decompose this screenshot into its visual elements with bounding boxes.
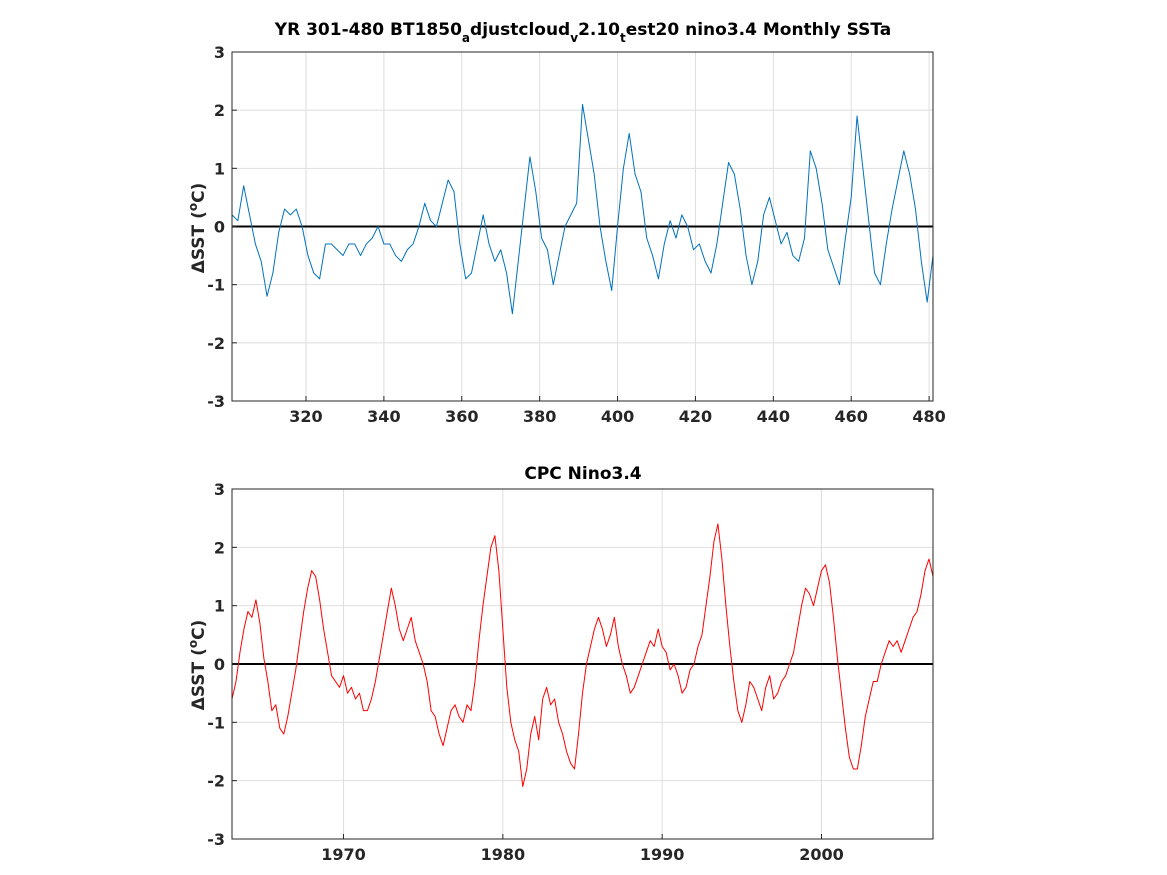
- y-tick-label: 2: [214, 538, 225, 557]
- y-tick-label: 2: [214, 101, 225, 120]
- y-tick-label: 0: [214, 655, 225, 674]
- top-x-ticks: 320 340 360 380 400 420 440 460 480: [289, 396, 946, 426]
- x-tick-label: 1980: [481, 845, 526, 864]
- x-tick-label: 420: [679, 407, 712, 426]
- x-tick-label: 340: [367, 407, 400, 426]
- x-tick-label: 320: [289, 407, 322, 426]
- x-tick-label: 2000: [799, 845, 844, 864]
- y-tick-label: 1: [214, 159, 225, 178]
- x-tick-label: 480: [912, 407, 945, 426]
- top-panel: YR 301-480 BT1850adjustcloudv2.10test20 …: [186, 20, 946, 426]
- x-tick-label: 380: [523, 407, 556, 426]
- x-tick-label: 1990: [640, 845, 685, 864]
- x-tick-label: 460: [835, 407, 868, 426]
- bottom-series-line: [231, 523, 934, 787]
- x-tick-label: 440: [757, 407, 790, 426]
- x-tick-label: 1970: [321, 845, 366, 864]
- bottom-y-axis-label: ΔSST (oC): [186, 620, 209, 711]
- y-tick-label: 3: [214, 43, 225, 62]
- y-tick-label: -1: [207, 713, 225, 732]
- top-series-line: [231, 103, 934, 315]
- y-tick-label: 0: [214, 218, 225, 237]
- top-y-ticks: -3 -2 -1 0 1 2 3: [207, 43, 237, 411]
- y-tick-label: -1: [207, 276, 225, 295]
- top-chart-title: YR 301-480 BT1850adjustcloudv2.10test20 …: [274, 20, 891, 45]
- x-tick-label: 400: [601, 407, 634, 426]
- bottom-y-ticks: -3 -2 -1 0 1 2 3: [207, 480, 237, 849]
- y-tick-label: -2: [207, 772, 225, 791]
- y-tick-label: -3: [207, 392, 225, 411]
- y-tick-label: -2: [207, 334, 225, 353]
- x-tick-label: 360: [445, 407, 478, 426]
- y-tick-label: 1: [214, 597, 225, 616]
- top-y-axis-label: ΔSST (oC): [186, 183, 209, 274]
- y-tick-label: -3: [207, 830, 225, 849]
- bottom-panel: CPC Nino3.4 1970 1980 1990 2000 -3-2-10123 …: [186, 464, 934, 864]
- bottom-x-ticks: 1970 1980 1990 2000: [321, 834, 844, 864]
- y-tick-label: 3: [214, 480, 225, 499]
- bottom-chart-title: CPC Nino3.4: [524, 464, 641, 484]
